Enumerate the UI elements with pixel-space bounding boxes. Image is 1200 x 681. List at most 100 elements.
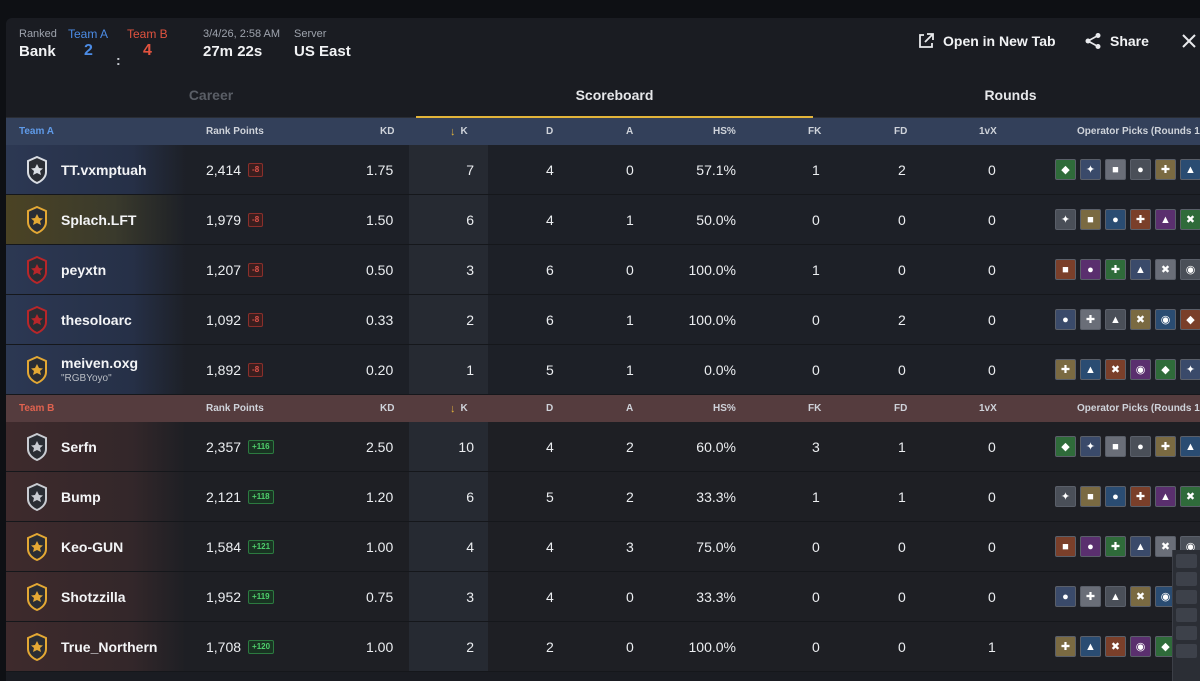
player-row[interactable]: meiven.oxg "RGBYoyo" 1,892 -8 0.20 1 5 1 0.0% 0 0 0… [6,345,1200,395]
operator-icon[interactable]: ✚ [1080,309,1101,330]
operator-icon[interactable]: ◆ [1155,359,1176,380]
operator-icon[interactable]: ◆ [1055,436,1076,457]
operator-icon[interactable]: ▲ [1080,359,1101,380]
player-row[interactable]: Shotzzilla1,952+1190.7534033.3%000●✚▲✖◉◆… [6,572,1200,622]
operator-icon[interactable]: ▲ [1105,586,1126,607]
col-k[interactable]: ↓ K [450,125,468,138]
operator-icon[interactable]: ✚ [1055,636,1076,657]
operator-icon[interactable]: ▲ [1080,636,1101,657]
operator-icon[interactable]: ■ [1080,209,1101,230]
operator-icon[interactable]: ● [1130,159,1151,180]
col-1vx[interactable]: 1vX [979,403,997,414]
operator-icon[interactable]: ■ [1055,536,1076,557]
player-name[interactable]: True_Northern [61,638,158,655]
player-row[interactable]: TT.vxmptuah 2,414 -8 1.75 7 4 0 57.1% 1 2 0 ◆✦■●✚▲✖ [6,145,1200,195]
col-kd[interactable]: KD [380,403,395,414]
open-new-tab-button[interactable]: Open in New Tab [917,32,1056,50]
col-kd[interactable]: KD [380,126,395,137]
col-1vx[interactable]: 1vX [979,126,997,137]
overlay-side-panel[interactable] [1172,550,1200,681]
col-fd[interactable]: FD [894,403,908,414]
tab-rounds[interactable]: Rounds [984,87,1037,103]
col-a[interactable]: A [626,126,634,137]
operator-icon[interactable]: ✚ [1155,436,1176,457]
operator-icon[interactable]: ▲ [1180,159,1200,180]
col-fd[interactable]: FD [894,126,908,137]
operator-icon[interactable]: ✦ [1055,486,1076,507]
operator-icon[interactable]: ✚ [1130,209,1151,230]
operator-icon[interactable]: ● [1105,209,1126,230]
operator-icon[interactable]: ▲ [1180,436,1200,457]
player-row[interactable]: thesoloarc 1,092 -8 0.33 2 6 1 100.0% 0 2 0 ●✚▲✖◉◆✦ [6,295,1200,345]
operator-icon[interactable]: ■ [1105,436,1126,457]
operator-icon[interactable]: ▲ [1155,486,1176,507]
operator-icon[interactable]: ✦ [1080,436,1101,457]
operator-icon[interactable]: ■ [1105,159,1126,180]
operator-icon[interactable]: ✖ [1130,309,1151,330]
col-a[interactable]: A [626,403,634,414]
player-name[interactable]: Keo-GUN [61,538,124,555]
operator-icon[interactable]: ✚ [1105,536,1126,557]
player-name[interactable]: peyxtn [61,261,107,278]
operator-icon[interactable]: ✖ [1155,259,1176,280]
operator-icon[interactable]: ● [1055,586,1076,607]
operator-icon[interactable]: ✚ [1155,159,1176,180]
operator-icon[interactable]: ■ [1080,486,1101,507]
player-row[interactable]: Splach.LFT 1,979 -8 1.50 6 4 1 50.0% 0 0 0 ✦■●✚▲✖◉ [6,195,1200,245]
player-name[interactable]: Shotzzilla [61,588,126,605]
operator-icon[interactable]: ◆ [1055,159,1076,180]
operator-icon[interactable]: ● [1080,259,1101,280]
player-name[interactable]: meiven.oxg [61,355,139,371]
operator-icon[interactable]: ◉ [1130,359,1151,380]
operator-icon[interactable]: ● [1105,486,1126,507]
operator-icon[interactable]: ▲ [1130,259,1151,280]
operator-icon[interactable]: ▲ [1155,209,1176,230]
player-name[interactable]: Serfn [61,438,97,455]
operator-icon[interactable]: ◉ [1155,309,1176,330]
operator-icon[interactable]: ● [1080,536,1101,557]
player-row[interactable]: Bump 2,121 +118 1.20 6 5 2 33.3% 1 1 0 ✦■●✚▲✖◉ [6,472,1200,522]
player-row[interactable]: peyxtn 1,207 -8 0.50 3 6 0 100.0% 1 0 0 ■●✚▲✖◉◆ [6,245,1200,295]
col-fk[interactable]: FK [808,126,822,137]
operator-icon[interactable]: ▲ [1105,309,1126,330]
operator-icon[interactable]: ✖ [1180,486,1200,507]
operator-icon[interactable]: ■ [1055,259,1076,280]
operator-icon[interactable]: ✖ [1155,536,1176,557]
operator-icon[interactable]: ● [1130,436,1151,457]
player-name[interactable]: Splach.LFT [61,211,137,228]
col-rank-points[interactable]: Rank Points [206,126,264,137]
col-k[interactable]: ↓ K [450,402,468,415]
player-name[interactable]: thesoloarc [61,311,132,328]
operator-icon[interactable]: ✦ [1055,209,1076,230]
tab-career[interactable]: Career [188,87,234,103]
operator-icon[interactable]: ✖ [1130,586,1151,607]
operator-icon[interactable]: ◆ [1180,309,1200,330]
col-d[interactable]: D [546,126,554,137]
operator-icon[interactable]: ✦ [1180,359,1200,380]
operator-icon[interactable]: ✖ [1105,359,1126,380]
operator-icon[interactable]: ✚ [1105,259,1126,280]
operator-icon[interactable]: ● [1055,309,1076,330]
tab-scoreboard[interactable]: Scoreboard [416,80,813,118]
player-row[interactable]: True_Northern 1,708 +120 1.00 2 2 0 100.0% 0 0 1 ✚ ▲… [6,622,1200,672]
col-hs[interactable]: HS% [713,126,736,137]
player-name[interactable]: TT.vxmptuah [61,161,147,178]
operator-icon[interactable]: ▲ [1130,536,1151,557]
operator-icon[interactable]: ✚ [1130,486,1151,507]
operator-icon[interactable]: ✚ [1080,586,1101,607]
close-button[interactable] [1182,34,1196,48]
operator-icon[interactable]: ◉ [1180,259,1200,280]
col-hs[interactable]: HS% [713,403,736,414]
operator-icon[interactable]: ✦ [1080,159,1101,180]
share-button[interactable]: Share [1084,32,1149,50]
operator-icon[interactable]: ✖ [1105,636,1126,657]
player-name[interactable]: Bump [61,488,101,505]
operator-icon[interactable]: ◉ [1130,636,1151,657]
operator-icon[interactable]: ✖ [1180,209,1200,230]
player-row[interactable]: Keo-GUN 1,584 +121 1.00 4 4 3 75.0% 0 0 0 ■●✚▲✖◉◆ [6,522,1200,572]
col-fk[interactable]: FK [808,403,822,414]
operator-icon[interactable]: ✚ [1055,359,1076,380]
col-rank-points[interactable]: Rank Points [206,403,264,414]
col-d[interactable]: D [546,403,554,414]
